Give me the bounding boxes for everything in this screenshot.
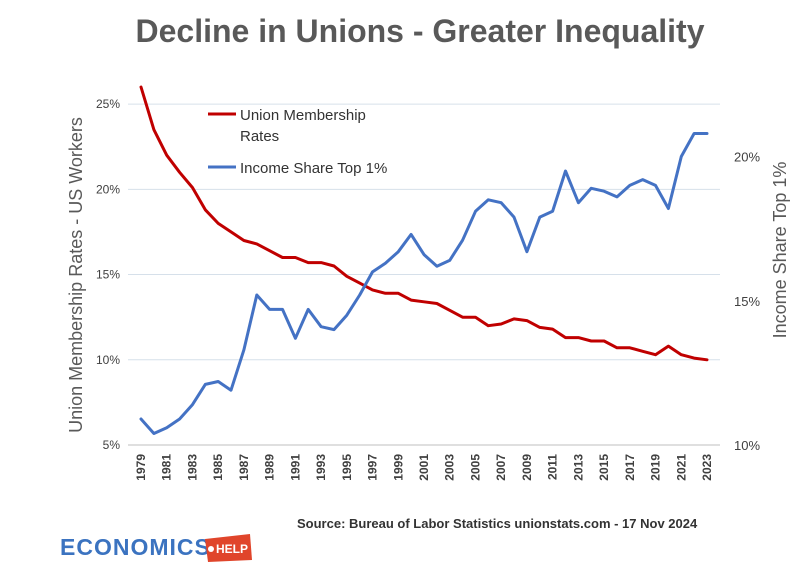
x-axis-ticks: 1979 1981 1983 1985 1987 1989 1991 1993 1995 1997…	[134, 454, 714, 481]
x-tick-label: 2011	[546, 454, 560, 480]
left-axis-label: Union Membership Rates - US Workers	[66, 117, 86, 433]
x-tick-label: 2003	[443, 454, 457, 481]
x-tick-label: 1995	[340, 454, 354, 481]
x-tick-label: 2009	[520, 454, 534, 481]
x-tick-label: 2001	[417, 454, 431, 481]
legend-label-union-line2: Rates	[240, 128, 279, 145]
x-tick-label: 2023	[700, 454, 714, 481]
chart-title: Decline in Unions - Greater Inequality	[135, 13, 704, 49]
gridlines	[128, 103, 720, 446]
left-axis-ticks: 5% 10% 15% 20% 25%	[96, 97, 120, 452]
x-tick-label: 1991	[288, 454, 302, 481]
left-tick-label: 10%	[96, 353, 120, 367]
x-tick-label: 1993	[314, 454, 328, 481]
series-layer	[139, 85, 709, 435]
series-line-union-membership	[139, 85, 709, 362]
right-tick-label: 15%	[734, 294, 760, 309]
left-tick-label: 5%	[103, 438, 121, 452]
x-tick-label: 2007	[494, 454, 508, 481]
economics-help-logo: ECONOMICS HELP	[60, 534, 252, 562]
x-tick-label: 1979	[134, 454, 148, 481]
x-tick-label: 1997	[366, 454, 380, 481]
x-tick-label: 1999	[391, 454, 405, 481]
right-tick-label: 20%	[734, 150, 760, 165]
legend: Union Membership Rates Income Share Top …	[208, 107, 387, 177]
logo-badge-dot	[208, 546, 214, 552]
right-tick-label: 10%	[734, 438, 760, 453]
x-tick-label: 2015	[597, 454, 611, 481]
left-tick-label: 20%	[96, 182, 120, 196]
x-tick-label: 2019	[649, 454, 663, 481]
right-axis-label: Income Share Top 1%	[770, 162, 790, 339]
x-tick-label: 1983	[185, 454, 199, 481]
right-axis-ticks: 10% 15% 20%	[734, 150, 760, 453]
legend-label-income: Income Share Top 1%	[240, 160, 387, 177]
logo-badge-text: HELP	[216, 542, 248, 556]
x-tick-label: 1981	[160, 454, 174, 481]
left-tick-label: 15%	[96, 268, 120, 282]
legend-label-union-line1: Union Membership	[240, 107, 366, 124]
left-tick-label: 25%	[96, 97, 120, 111]
logo-badge-shape	[205, 534, 252, 562]
x-tick-label: 1989	[263, 454, 277, 481]
x-tick-label: 2021	[674, 454, 688, 481]
x-tick-label: 2005	[468, 454, 482, 481]
x-tick-label: 2017	[623, 454, 637, 481]
logo-word: ECONOMICS	[60, 534, 211, 560]
source-note: Source: Bureau of Labor Statistics union…	[297, 516, 698, 531]
x-tick-label: 1987	[237, 454, 251, 481]
x-tick-label: 2013	[571, 454, 585, 481]
series-line-income-share	[139, 132, 709, 435]
x-tick-label: 1985	[211, 454, 225, 481]
